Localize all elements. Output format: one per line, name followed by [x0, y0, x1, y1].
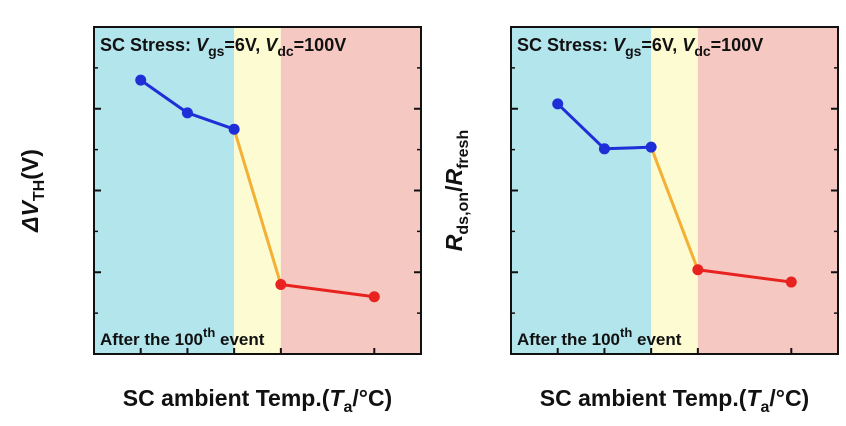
series-line-segment	[697, 268, 792, 284]
stress-annotation: SC Stress: Vgs=6V, Vdc=100V	[517, 35, 763, 59]
data-point	[598, 143, 610, 155]
stress-text-2: =100V	[711, 35, 764, 55]
x-axis-title-sub: a	[343, 399, 352, 416]
data-point	[645, 141, 657, 153]
stress-annotation: SC Stress: Vgs=6V, Vdc=100V	[100, 35, 346, 59]
x-axis-title-prefix: SC ambient Temp.(	[540, 385, 747, 411]
x-axis-title-suffix: /°C)	[352, 385, 392, 411]
stress-text-1: =6V,	[641, 35, 682, 55]
event-text-before: After the 100	[100, 330, 203, 349]
stress-var-2: V	[265, 35, 279, 55]
stress-sub-1: gs	[208, 43, 225, 59]
stress-lead: SC Stress:	[100, 35, 196, 55]
data-point	[692, 264, 704, 276]
zone-low-band	[94, 27, 235, 354]
stress-lead: SC Stress:	[517, 35, 613, 55]
y-axis-title-sub-1: ds,on	[455, 192, 472, 235]
x-axis-title-var: T	[746, 385, 762, 411]
x-axis-title-sub: a	[760, 399, 769, 416]
y-axis-title-sub: TH	[31, 180, 48, 201]
stress-sub-2: dc	[694, 43, 711, 59]
series-line-segment	[280, 283, 375, 299]
zone-high-band	[280, 27, 421, 354]
stress-sub-2: dc	[277, 43, 294, 59]
series-line-segment	[232, 128, 283, 285]
y-axis-title-slash: /	[441, 185, 467, 192]
x-axis-title-var: T	[329, 385, 345, 411]
y-axis-title-unit: (V)	[17, 149, 43, 180]
zone-low-band	[511, 27, 652, 354]
data-point	[135, 74, 147, 86]
y-axis-title: Rds,on/Rfresh	[441, 130, 472, 251]
series-line-segment	[649, 146, 700, 271]
data-point	[181, 107, 193, 119]
y-axis-title-var: ΔV	[17, 199, 43, 232]
data-point	[552, 98, 564, 110]
x-axis-title-suffix: /°C)	[769, 385, 809, 411]
stress-var-2: V	[682, 35, 696, 55]
event-text-after: event	[215, 330, 264, 349]
zone-trans-band	[234, 27, 281, 354]
zone-trans-band	[651, 27, 698, 354]
y-axis-title-sub-2: fresh	[455, 130, 472, 169]
x-axis-title-prefix: SC ambient Temp.(	[123, 385, 330, 411]
event-annotation: After the 100th event	[100, 325, 265, 349]
event-text-before: After the 100	[517, 330, 620, 349]
data-point	[275, 279, 287, 291]
stress-var-1: V	[196, 35, 210, 55]
event-text-sup: th	[620, 325, 632, 340]
series-line-segment	[556, 102, 606, 150]
y-axis-title-var-1: R	[441, 234, 467, 251]
x-axis-title: SC ambient Temp.(Ta/°C)	[540, 385, 809, 416]
stress-text-1: =6V,	[224, 35, 265, 55]
data-point	[228, 123, 240, 135]
data-point	[785, 276, 797, 288]
stress-text-2: =100V	[294, 35, 347, 55]
event-text-after: event	[632, 330, 681, 349]
y-axis-title: ΔVTH(V)	[17, 149, 48, 233]
stress-var-1: V	[613, 35, 627, 55]
event-text-sup: th	[203, 325, 215, 340]
series-line-segment	[604, 145, 652, 151]
x-axis-title: SC ambient Temp.(Ta/°C)	[123, 385, 392, 416]
series-line-segment	[186, 111, 235, 131]
panel-a: SC Stress: Vgs=6V, Vdc=100V After the 100…	[17, 26, 422, 416]
event-annotation: After the 100th event	[517, 325, 682, 349]
data-point	[368, 291, 380, 303]
y-axis-title-var-2: R	[441, 169, 467, 186]
panel-b: SC Stress: Vgs=6V, Vdc=100V After the 100…	[441, 26, 839, 416]
zone-high-band	[697, 27, 838, 354]
series-line-segment	[139, 78, 189, 115]
stress-sub-1: gs	[625, 43, 642, 59]
